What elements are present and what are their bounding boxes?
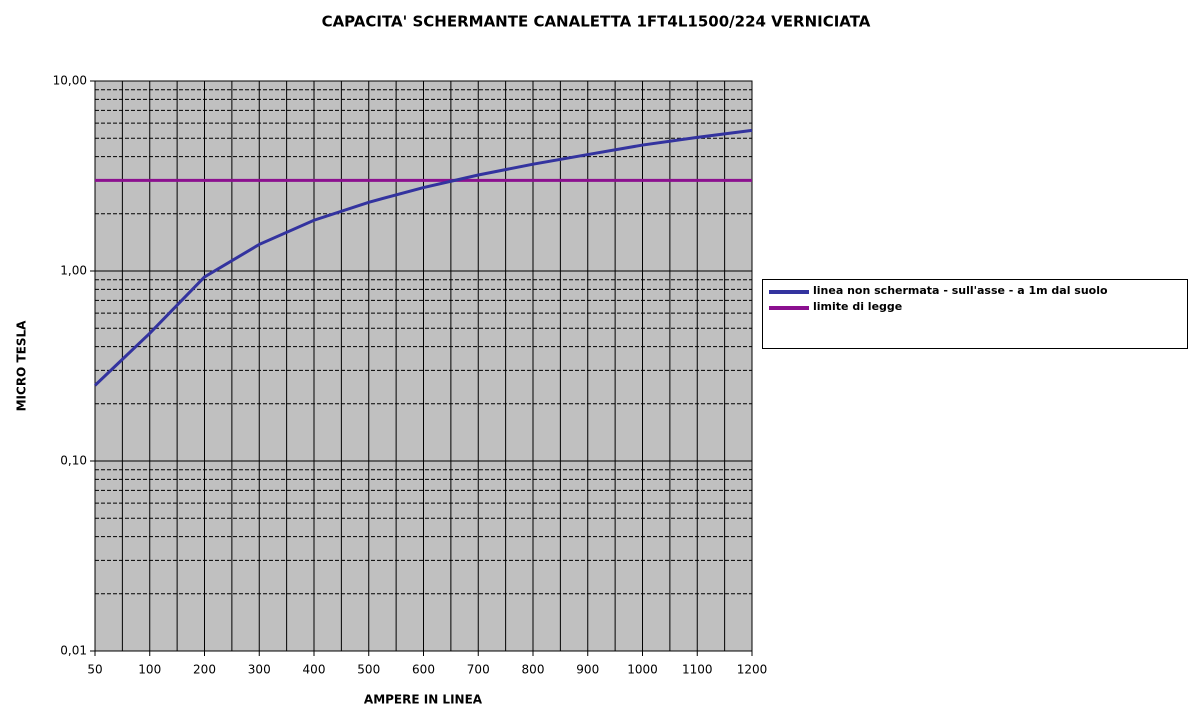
legend-entry: limite di legge (769, 300, 1181, 314)
x-tick-label: 1100 (682, 663, 713, 677)
x-tick-label: 500 (357, 663, 380, 677)
y-axis-label: MICRO TESLA (15, 320, 29, 412)
x-tick-label: 900 (576, 663, 599, 677)
legend-swatch (769, 290, 809, 294)
legend-label: limite di legge (813, 300, 903, 313)
x-tick-label: 100 (138, 663, 161, 677)
x-axis-label: AMPERE IN LINEA (364, 693, 483, 707)
legend-swatch (769, 306, 809, 310)
x-tick-label: 300 (248, 663, 271, 677)
y-tick-label: 0,01 (60, 644, 87, 658)
series-line (93, 128, 753, 387)
x-tick-label: 50 (87, 663, 102, 677)
x-tick-label: 400 (303, 663, 326, 677)
x-tick-label: 700 (467, 663, 490, 677)
y-tick-label: 1,00 (60, 264, 87, 278)
legend-label: linea non schermata - sull'asse - a 1m d… (813, 284, 1108, 297)
legend: linea non schermata - sull'asse - a 1m d… (762, 279, 1188, 349)
x-tick-label: 200 (193, 663, 216, 677)
y-tick-label: 0,10 (60, 454, 87, 468)
y-tick-label: 10,00 (53, 74, 87, 88)
x-tick-label: 600 (412, 663, 435, 677)
x-tick-label: 1200 (737, 663, 768, 677)
chart-title: CAPACITA' SCHERMANTE CANALETTA 1FT4L1500… (322, 13, 871, 31)
x-tick-label: 800 (522, 663, 545, 677)
legend-entry: linea non schermata - sull'asse - a 1m d… (769, 284, 1181, 298)
x-tick-label: 1000 (627, 663, 658, 677)
